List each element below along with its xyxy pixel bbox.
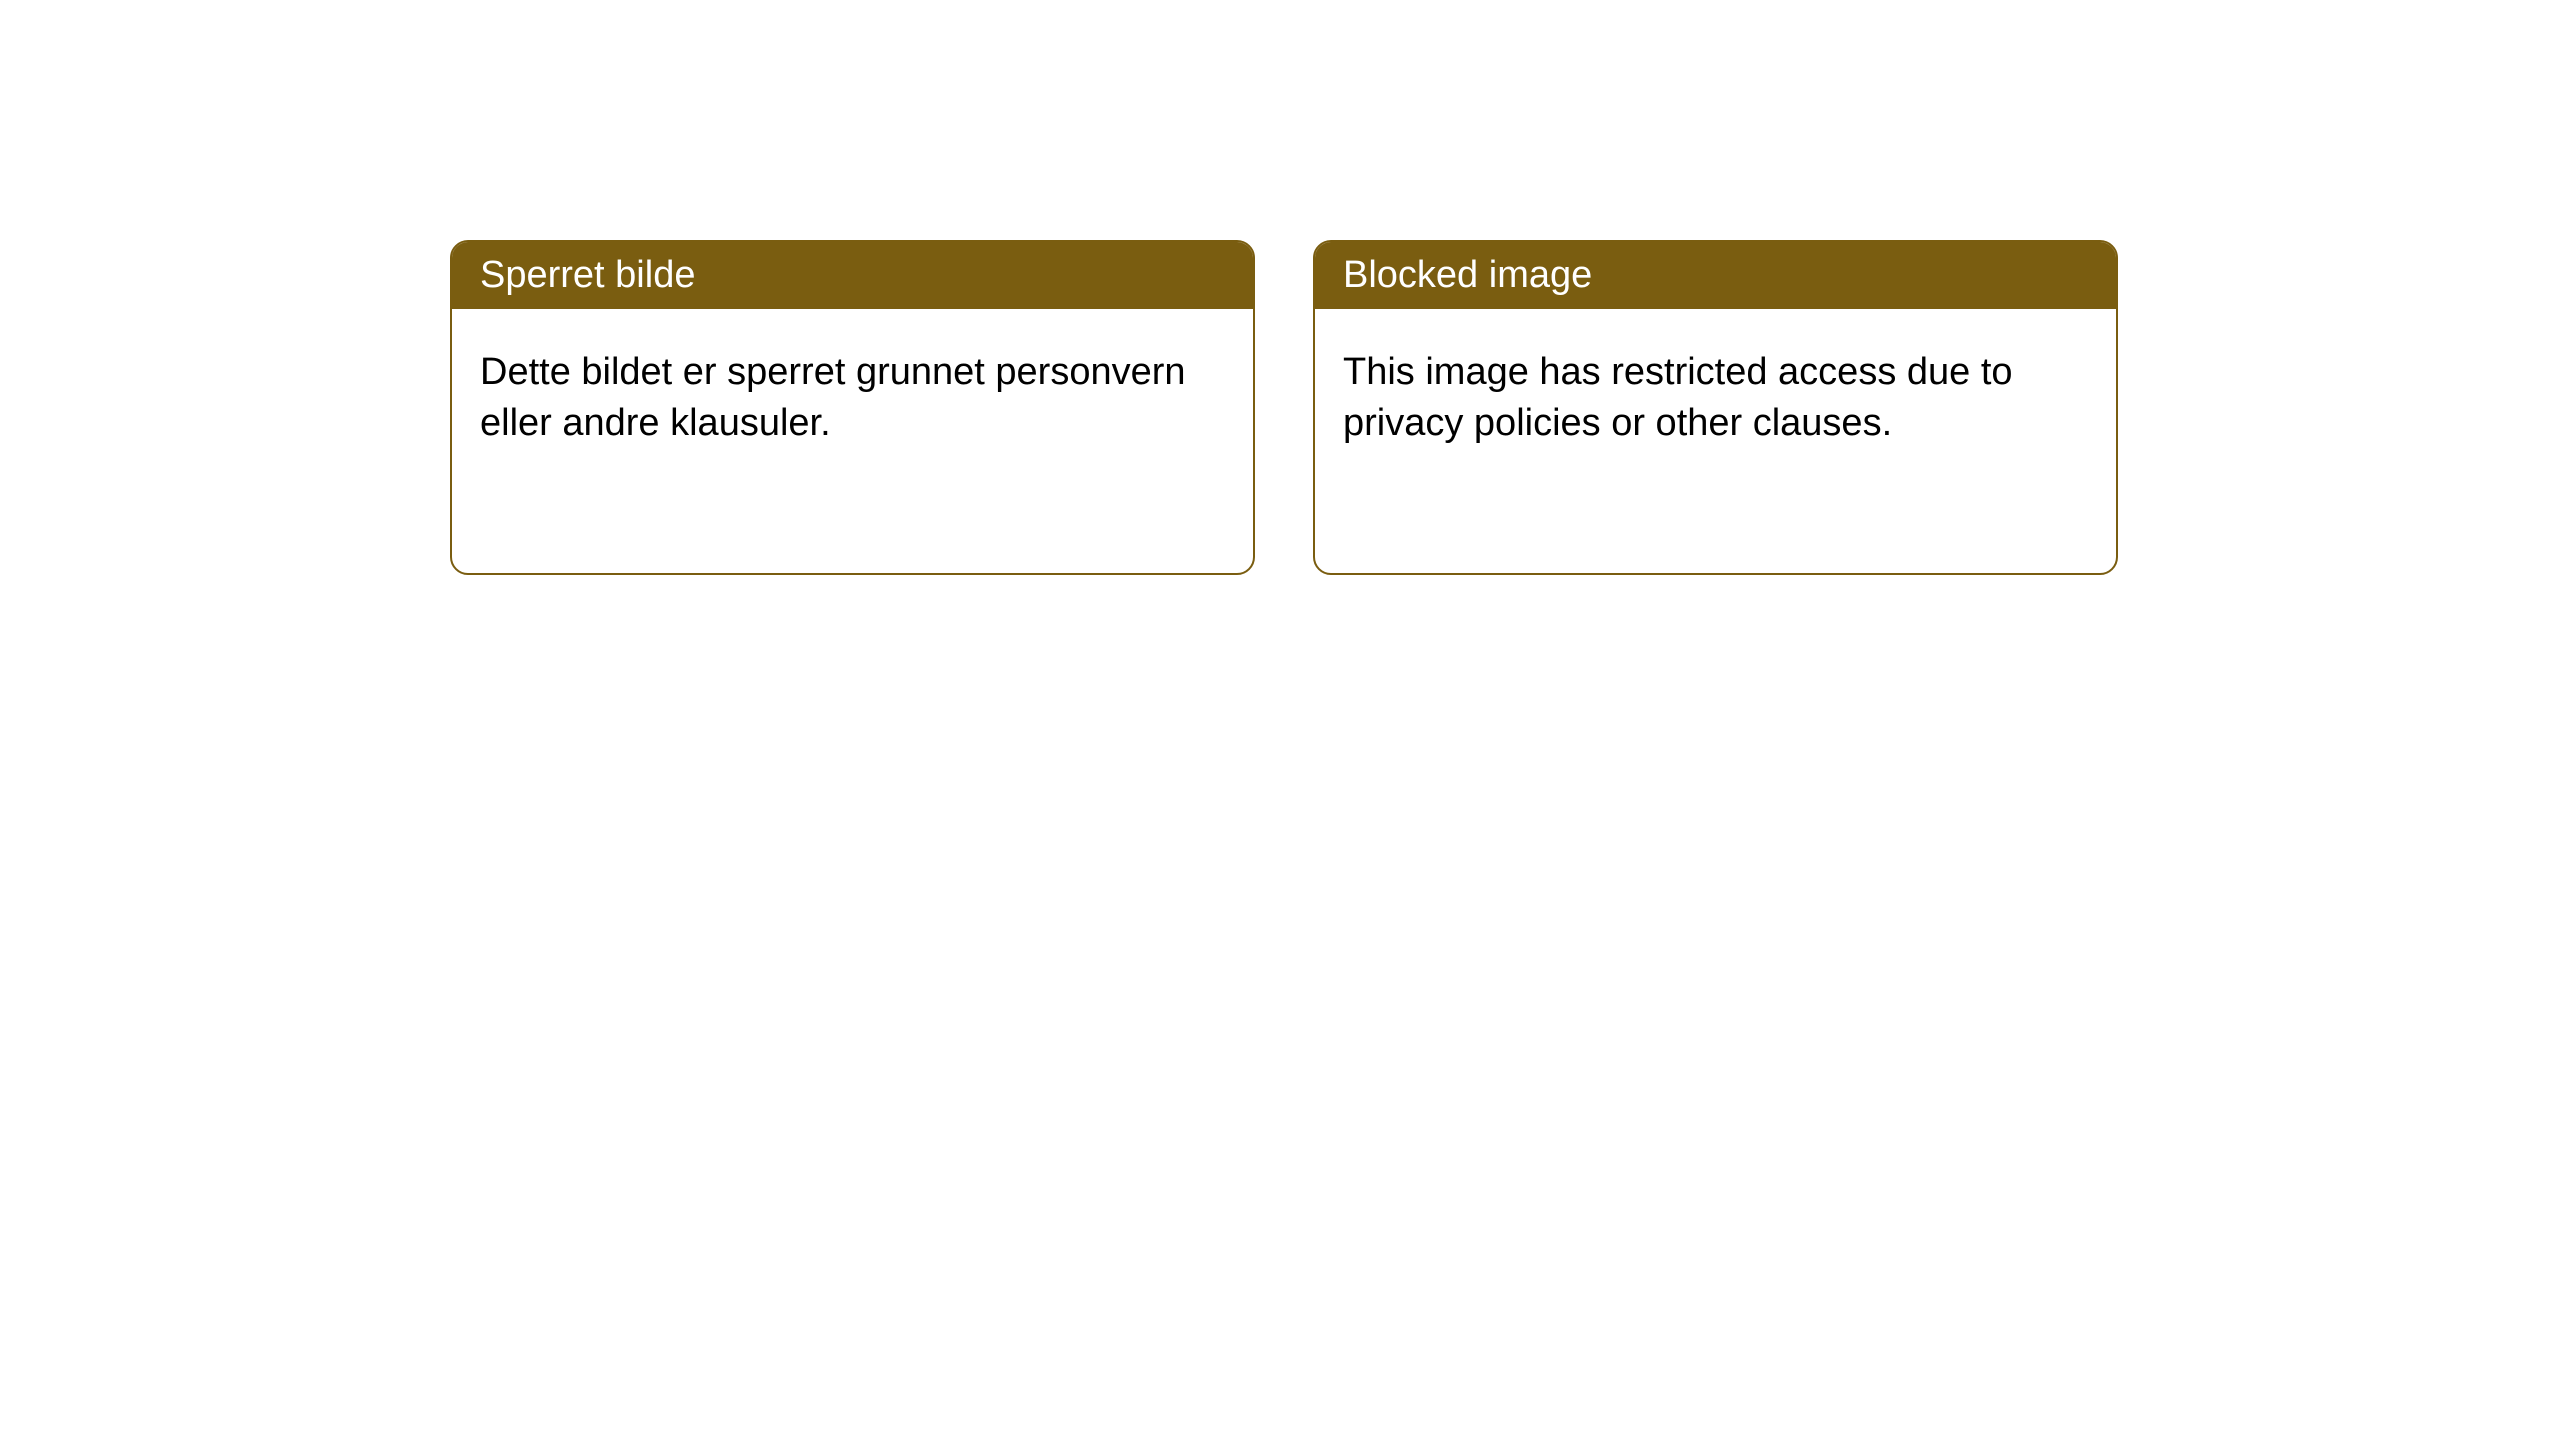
card-header-no: Sperret bilde — [452, 242, 1253, 309]
blocked-image-card-no: Sperret bilde Dette bildet er sperret gr… — [450, 240, 1255, 575]
card-body-no: Dette bildet er sperret grunnet personve… — [452, 309, 1253, 488]
card-body-en: This image has restricted access due to … — [1315, 309, 2116, 488]
blocked-image-card-en: Blocked image This image has restricted … — [1313, 240, 2118, 575]
blocked-image-cards: Sperret bilde Dette bildet er sperret gr… — [450, 240, 2118, 575]
card-header-en: Blocked image — [1315, 242, 2116, 309]
